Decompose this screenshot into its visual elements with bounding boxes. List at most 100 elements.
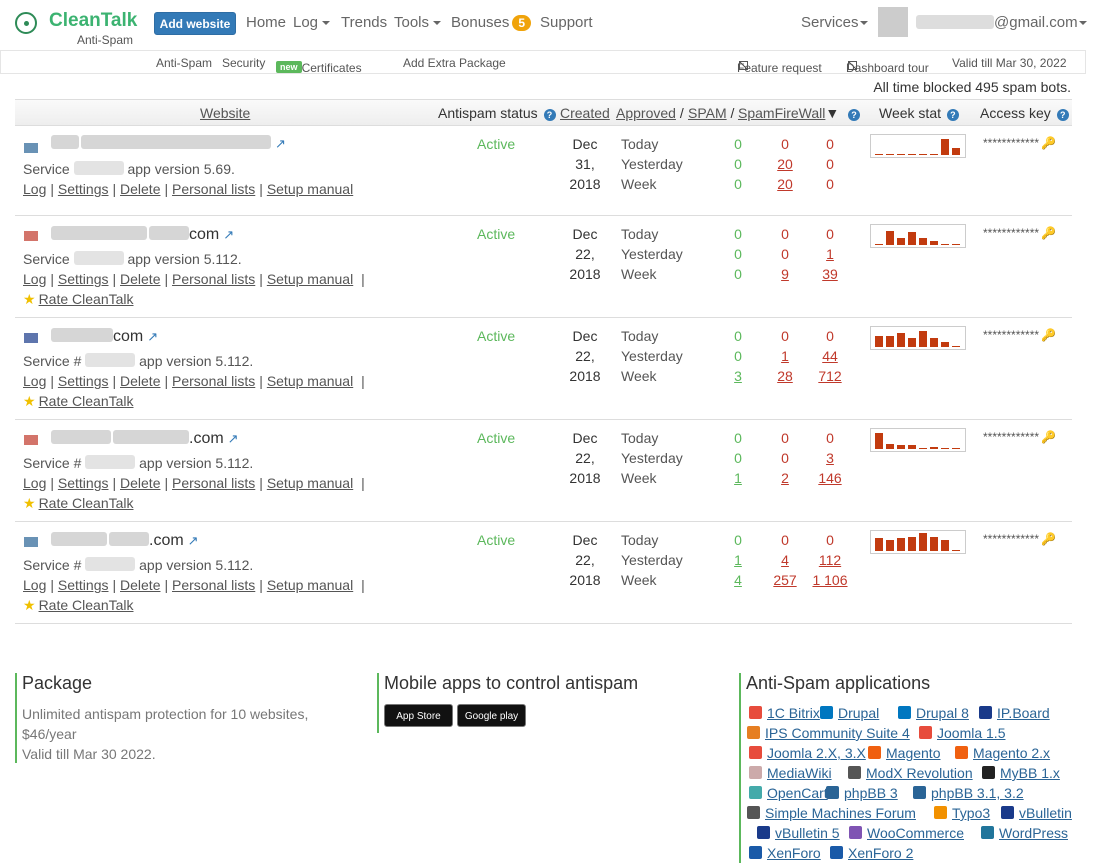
count-link[interactable]: 1 xyxy=(734,552,742,568)
sfw-week-count[interactable]: 146 xyxy=(810,468,850,488)
count-link[interactable]: 2 xyxy=(781,470,789,486)
external-link-icon[interactable]: ↗ xyxy=(223,227,235,242)
app-link[interactable]: Drupal 8 xyxy=(916,705,969,721)
delete-link[interactable]: Delete xyxy=(120,475,161,491)
app-link[interactable]: phpBB 3 xyxy=(844,785,898,801)
external-link-icon[interactable]: ↗ xyxy=(187,533,199,548)
rate-cleantalk[interactable]: ★ Rate CleanTalk xyxy=(23,597,134,614)
week-stat-chart[interactable] xyxy=(870,134,966,158)
week-stat-chart[interactable] xyxy=(870,224,966,248)
site-name-link[interactable]: com ↗ xyxy=(51,226,234,244)
setup-manual-link[interactable]: Setup manual xyxy=(266,181,354,197)
site-name-link[interactable]: .com ↗ xyxy=(51,430,239,448)
spam-yesterday-count[interactable]: 4 xyxy=(773,550,797,570)
approved-week-count[interactable]: 3 xyxy=(726,366,750,386)
rate-cleantalk[interactable]: ★ Rate CleanTalk xyxy=(23,393,134,410)
sfw-week-count[interactable]: 712 xyxy=(810,366,850,386)
personal-lists-link[interactable]: Personal lists xyxy=(172,271,256,287)
setup-manual-link[interactable]: Setup manual xyxy=(266,373,354,389)
personal-lists-link[interactable]: Personal lists xyxy=(172,577,256,593)
app-link-item[interactable]: vBulletin 5 xyxy=(757,825,840,841)
log-link[interactable]: Log xyxy=(23,373,47,389)
rate-cleantalk-link[interactable]: Rate CleanTalk xyxy=(38,597,134,613)
app-link-item[interactable]: Typo3 xyxy=(934,805,990,821)
th-sfw-help[interactable]: ? xyxy=(846,105,860,121)
app-link[interactable]: WooCommerce xyxy=(867,825,964,841)
count-link[interactable]: 20 xyxy=(777,156,793,172)
help-icon[interactable]: ? xyxy=(946,109,959,121)
subnav-security[interactable]: Security xyxy=(222,56,266,70)
rate-cleantalk[interactable]: ★ Rate CleanTalk xyxy=(23,291,134,308)
key-icon[interactable]: 🔑 xyxy=(1041,532,1056,546)
nav-tools[interactable]: Tools xyxy=(394,14,442,31)
spam-week-count[interactable]: 2 xyxy=(773,468,797,488)
week-stat-chart[interactable] xyxy=(870,530,966,554)
app-link-item[interactable]: Joomla 1.5 xyxy=(919,725,1005,741)
count-link[interactable]: 112 xyxy=(818,552,842,568)
app-link[interactable]: Drupal xyxy=(838,705,880,721)
approved-week-count[interactable]: 1 xyxy=(726,468,750,488)
settings-link[interactable]: Settings xyxy=(57,181,109,197)
key-icon[interactable]: 🔑 xyxy=(1041,136,1056,150)
nav-bonuses[interactable]: Bonuses 5 xyxy=(451,14,532,31)
week-stat-chart[interactable] xyxy=(870,326,966,350)
sort-sfw-link[interactable]: SpamFireWall xyxy=(738,105,826,121)
nav-trends[interactable]: Trends xyxy=(341,14,388,31)
app-link[interactable]: ModX Revolution xyxy=(866,765,973,781)
key-icon[interactable]: 🔑 xyxy=(1041,430,1056,444)
log-link[interactable]: Log xyxy=(23,271,47,287)
count-link[interactable]: 39 xyxy=(822,266,838,282)
delete-link[interactable]: Delete xyxy=(120,373,161,389)
nav-services[interactable]: Services xyxy=(801,14,868,31)
user-avatar[interactable] xyxy=(878,7,908,37)
count-link[interactable]: 146 xyxy=(818,470,842,486)
delete-link[interactable]: Delete xyxy=(120,271,161,287)
spam-week-count[interactable]: 28 xyxy=(773,366,797,386)
th-created[interactable]: Created xyxy=(560,105,610,121)
app-link-item[interactable]: 1C Bitrix xyxy=(749,705,820,721)
brand-name[interactable]: CleanTalk xyxy=(49,10,138,31)
rate-cleantalk-link[interactable]: Rate CleanTalk xyxy=(38,495,134,511)
th-spam[interactable]: SPAM / xyxy=(688,105,734,121)
app-link-item[interactable]: MediaWiki xyxy=(749,765,832,781)
external-link-icon[interactable]: ↗ xyxy=(147,329,159,344)
count-link[interactable]: 3 xyxy=(734,368,742,384)
spam-week-count[interactable]: 20 xyxy=(773,174,797,194)
sort-website-link[interactable]: Website xyxy=(200,105,251,121)
settings-link[interactable]: Settings xyxy=(57,373,109,389)
add-website-button[interactable]: Add website xyxy=(154,12,236,35)
app-store-badge[interactable]: App Store xyxy=(384,704,453,727)
app-link-item[interactable]: Simple Machines Forum xyxy=(747,805,916,821)
help-icon[interactable]: ? xyxy=(543,109,556,121)
sfw-yesterday-count[interactable]: 44 xyxy=(818,346,842,366)
spam-yesterday-count[interactable]: 20 xyxy=(773,154,797,174)
spam-week-count[interactable]: 257 xyxy=(765,570,805,590)
sort-approved-link[interactable]: Approved xyxy=(616,105,676,121)
settings-link[interactable]: Settings xyxy=(57,577,109,593)
app-link-item[interactable]: phpBB 3.1, 3.2 xyxy=(913,785,1024,801)
count-link[interactable]: 712 xyxy=(818,368,842,384)
google-play-badge[interactable]: Google play xyxy=(457,704,526,727)
rate-cleantalk[interactable]: ★ Rate CleanTalk xyxy=(23,495,134,512)
approved-yesterday-count[interactable]: 1 xyxy=(726,550,750,570)
app-link[interactable]: phpBB 3.1, 3.2 xyxy=(931,785,1024,801)
sfw-yesterday-count[interactable]: 112 xyxy=(810,550,850,570)
personal-lists-link[interactable]: Personal lists xyxy=(172,181,256,197)
delete-link[interactable]: Delete xyxy=(120,181,161,197)
count-link[interactable]: 1 106 xyxy=(812,572,848,588)
log-link[interactable]: Log xyxy=(23,181,47,197)
app-link-item[interactable]: WordPress xyxy=(981,825,1068,841)
help-icon[interactable]: ? xyxy=(1056,109,1069,121)
count-link[interactable]: 20 xyxy=(777,176,793,192)
app-link-item[interactable]: Drupal xyxy=(820,705,879,721)
app-link-item[interactable]: ModX Revolution xyxy=(848,765,973,781)
site-name-link[interactable]: ↗ xyxy=(51,135,286,153)
app-link-item[interactable]: Magento 2.x xyxy=(955,745,1050,761)
settings-link[interactable]: Settings xyxy=(57,475,109,491)
app-link[interactable]: Magento xyxy=(886,745,941,761)
app-link-item[interactable]: Joomla 2.X, 3.X xyxy=(749,745,866,761)
app-link[interactable]: IP.Board xyxy=(997,705,1050,721)
week-stat-chart[interactable] xyxy=(870,428,966,452)
subnav-antispam[interactable]: Anti-Spam xyxy=(156,56,213,70)
count-link[interactable]: 1 xyxy=(781,348,789,364)
